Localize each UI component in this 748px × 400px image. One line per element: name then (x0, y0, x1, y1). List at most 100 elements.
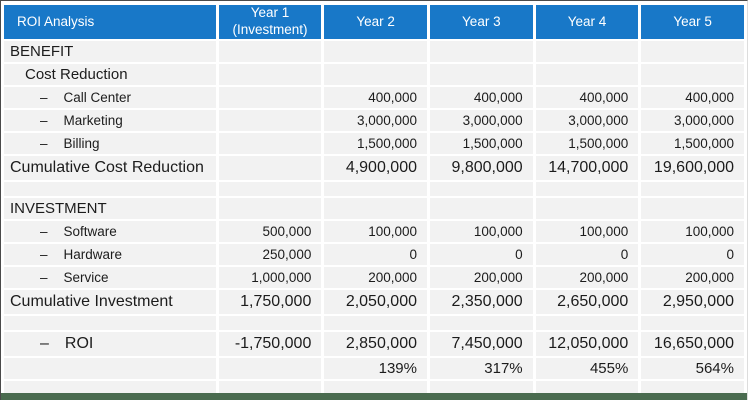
table-row: INVESTMENT (4, 198, 744, 219)
value-cell (641, 182, 744, 196)
row-label: Cumulative Cost Reduction (10, 159, 204, 176)
table-row: – Hardware 250,000 0 0 0 0 (4, 244, 744, 265)
value-cell (641, 64, 744, 85)
value-cell: 100,000 (430, 221, 533, 242)
value-cell (430, 41, 533, 62)
value-cell (218, 381, 322, 395)
value-cell: 100,000 (324, 221, 427, 242)
row-label: Software (63, 224, 117, 239)
header-row: ROI Analysis Year 1 (Investment) Year 2 Year… (4, 5, 744, 39)
row-label-cell: Cost Reduction (4, 64, 216, 85)
value-cell: 1,750,000 (218, 290, 322, 314)
value-cell: 2,350,000 (430, 290, 533, 314)
value-cell (535, 381, 639, 395)
row-label: ROI (64, 335, 94, 352)
row-label: Hardware (63, 247, 123, 262)
table-row: – Software 500,000 100,000 100,000 100,000 100… (4, 221, 744, 242)
row-label-cell (4, 358, 216, 379)
dash-bullet: – (40, 270, 48, 285)
row-label-cell: BENEFIT (4, 41, 216, 62)
value-cell: 0 (324, 244, 427, 265)
value-cell: 4,900,000 (324, 156, 427, 180)
value-cell (641, 198, 744, 219)
value-cell (324, 198, 427, 219)
table-row (4, 316, 744, 330)
table-row: Cumulative Investment 1,750,000 2,050,000 2… (4, 290, 744, 314)
row-label: Call Center (63, 90, 132, 105)
column-header-label: Year 5 (673, 13, 712, 29)
value-cell: 0 (430, 244, 533, 265)
column-header-label: Year 4 (567, 13, 607, 29)
value-cell: 100,000 (641, 221, 744, 242)
value-cell: 1,500,000 (641, 133, 744, 154)
value-cell: 1,500,000 (535, 133, 639, 154)
value-cell: 400,000 (430, 87, 533, 108)
value-cell (218, 41, 322, 62)
row-label: Marketing (63, 113, 123, 128)
table-row: BENEFIT (4, 41, 744, 62)
value-cell (218, 316, 322, 330)
table-row: – Billing 1,500,000 1,500,000 1,500,000 1,500… (4, 133, 744, 154)
roi-table: ROI Analysis Year 1 (Investment) Year 2 Year… (1, 3, 747, 397)
value-cell: 139% (324, 358, 427, 379)
value-cell: 317% (430, 358, 533, 379)
value-cell: 16,650,000 (641, 332, 744, 356)
value-cell: 19,600,000 (641, 156, 744, 180)
value-cell: 0 (641, 244, 744, 265)
value-cell: 9,800,000 (430, 156, 533, 180)
value-cell (324, 182, 427, 196)
value-cell (535, 182, 639, 196)
value-cell (218, 198, 322, 219)
row-label-cell: Cumulative Investment (4, 290, 216, 314)
value-cell: 100,000 (535, 221, 639, 242)
row-label-cell (4, 381, 216, 395)
dash-bullet: – (40, 335, 49, 352)
table-row: – Service 1,000,000 200,000 200,000 200,000 20… (4, 267, 744, 288)
value-cell (535, 64, 639, 85)
value-cell (218, 110, 322, 131)
value-cell (218, 87, 322, 108)
value-cell: 455% (535, 358, 639, 379)
value-cell (535, 41, 639, 62)
value-cell (535, 316, 639, 330)
value-cell (430, 198, 533, 219)
row-label: INVESTMENT (10, 200, 107, 217)
value-cell (430, 381, 533, 395)
value-cell: 200,000 (641, 267, 744, 288)
value-cell: 200,000 (430, 267, 533, 288)
bottom-accent-bar (1, 393, 747, 400)
row-label-cell: INVESTMENT (4, 198, 216, 219)
value-cell (535, 198, 639, 219)
row-label: Billing (63, 136, 100, 151)
column-header-label: Year 1 (250, 5, 290, 21)
row-label: Cumulative Investment (10, 293, 173, 310)
value-cell: 2,850,000 (324, 332, 427, 356)
row-label-cell: – ROI (4, 332, 216, 356)
row-label-cell: – Marketing (4, 110, 216, 131)
value-cell: 500,000 (218, 221, 322, 242)
table-header: ROI Analysis Year 1 (Investment) Year 2 Year… (4, 5, 744, 39)
value-cell (430, 64, 533, 85)
value-cell: 12,050,000 (535, 332, 639, 356)
value-cell (218, 182, 322, 196)
row-label-cell (4, 182, 216, 196)
value-cell: 400,000 (641, 87, 744, 108)
table-row: 139% 317% 455% 564% (4, 358, 744, 379)
row-label: Service (63, 270, 109, 285)
value-cell: 3,000,000 (324, 110, 427, 131)
dash-bullet: – (40, 90, 48, 105)
value-cell (218, 133, 322, 154)
row-label-cell: – Call Center (4, 87, 216, 108)
column-header-title: ROI Analysis (4, 5, 216, 39)
table-row: – Call Center 400,000 400,000 400,000 400,000 (4, 87, 744, 108)
table-row (4, 381, 744, 395)
value-cell: 3,000,000 (641, 110, 744, 131)
row-label-cell: Cumulative Cost Reduction (4, 156, 216, 180)
value-cell (641, 381, 744, 395)
value-cell (324, 316, 427, 330)
value-cell (218, 156, 322, 180)
value-cell: 2,050,000 (324, 290, 427, 314)
row-label-cell (4, 316, 216, 330)
value-cell: 7,450,000 (430, 332, 533, 356)
